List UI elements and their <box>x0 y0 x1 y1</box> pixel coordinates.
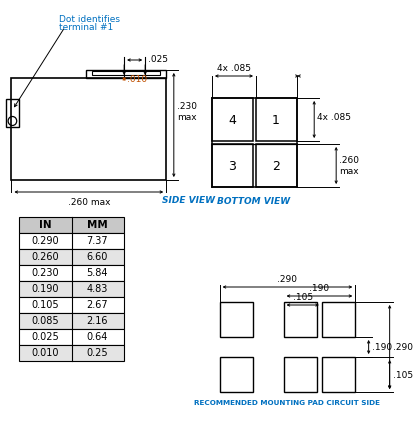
Text: .290: .290 <box>392 343 413 352</box>
Text: 4: 4 <box>228 114 236 127</box>
Text: 0.290: 0.290 <box>31 236 59 246</box>
Text: 1: 1 <box>272 114 280 127</box>
Text: .290: .290 <box>278 275 297 284</box>
Bar <box>19 217 124 233</box>
Bar <box>19 233 124 249</box>
Bar <box>19 297 124 313</box>
Text: 0.085: 0.085 <box>31 316 59 326</box>
Text: .025: .025 <box>148 55 168 64</box>
Text: 4.83: 4.83 <box>87 284 108 294</box>
Text: 0.025: 0.025 <box>31 332 59 342</box>
Bar <box>322 302 355 337</box>
Text: .105: .105 <box>392 371 413 379</box>
Text: 2: 2 <box>272 159 280 172</box>
Text: 4x .085: 4x .085 <box>317 114 351 123</box>
Bar <box>256 98 297 141</box>
Text: 0.230: 0.230 <box>31 268 59 278</box>
Text: .260 max: .260 max <box>68 198 110 207</box>
Bar <box>322 357 355 392</box>
Text: 7.37: 7.37 <box>87 236 108 246</box>
Text: 3: 3 <box>228 159 236 172</box>
Bar <box>12 78 166 180</box>
Bar <box>19 345 124 361</box>
Text: IN: IN <box>38 220 51 230</box>
Bar <box>19 281 124 297</box>
Text: .105: .105 <box>293 293 313 302</box>
Bar <box>92 71 160 75</box>
Text: 0.260: 0.260 <box>31 252 59 262</box>
Text: 0.190: 0.190 <box>31 284 59 294</box>
Text: 5.84: 5.84 <box>87 268 108 278</box>
Text: 2.16: 2.16 <box>87 316 108 326</box>
Text: 0.64: 0.64 <box>87 332 108 342</box>
Text: .010: .010 <box>127 74 147 83</box>
Bar <box>19 265 124 281</box>
Text: 6.60: 6.60 <box>87 252 108 262</box>
Text: 4x .085: 4x .085 <box>217 64 251 73</box>
Text: RECOMMENDED MOUNTING PAD CIRCUIT SIDE: RECOMMENDED MOUNTING PAD CIRCUIT SIDE <box>195 400 380 406</box>
Text: MM: MM <box>87 220 108 230</box>
Bar <box>19 313 124 329</box>
Text: Dot identifies: Dot identifies <box>59 15 120 23</box>
Text: 0.010: 0.010 <box>31 348 59 358</box>
Text: .190: .190 <box>372 343 392 352</box>
Text: 2.67: 2.67 <box>87 300 108 310</box>
Text: .230
max: .230 max <box>177 102 197 122</box>
Bar <box>19 329 124 345</box>
Bar <box>19 249 124 265</box>
Bar <box>86 70 166 78</box>
Bar <box>220 357 253 392</box>
Text: .260
max: .260 max <box>339 156 359 176</box>
Text: terminal #1: terminal #1 <box>59 23 114 32</box>
Bar <box>256 144 297 187</box>
Text: 0.105: 0.105 <box>31 300 59 310</box>
Bar <box>220 302 253 337</box>
Bar <box>6 99 19 127</box>
Text: SIDE VIEW: SIDE VIEW <box>161 196 215 205</box>
Text: BOTTOM VIEW: BOTTOM VIEW <box>218 197 291 206</box>
Text: 0.25: 0.25 <box>87 348 108 358</box>
Bar <box>284 357 317 392</box>
Text: .190: .190 <box>309 284 330 293</box>
Bar <box>212 144 253 187</box>
Bar <box>212 98 253 141</box>
Bar <box>284 302 317 337</box>
